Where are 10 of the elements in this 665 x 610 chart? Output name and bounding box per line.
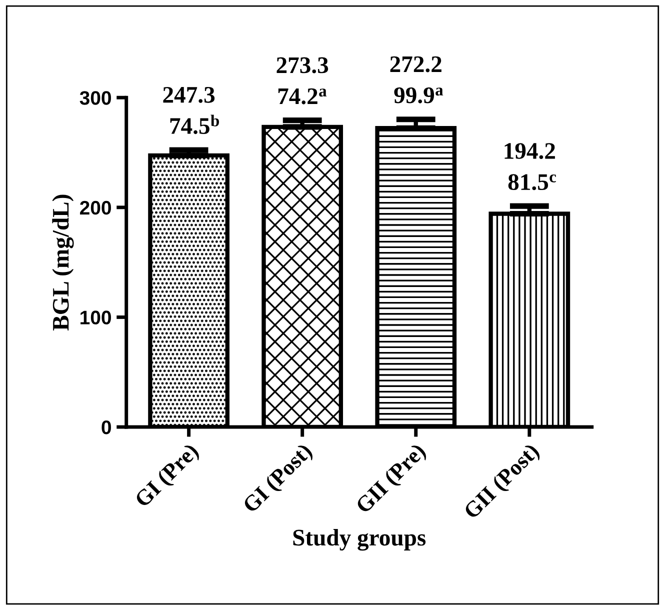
y-tick-label: 100 [80,310,111,324]
y-tick-label: 300 [80,91,111,105]
data-label: 247.3 74.5$^{b}$ [163,86,219,134]
y-axis-title: BGL (mg/dL) [52,194,74,330]
data-label: 272.2 99.9$^{a}$ [390,56,444,104]
data-label: 194.2 81.5$^{c}$ [504,143,556,190]
y-tick-label: 0 [102,420,111,434]
y-tick-label: 200 [80,200,111,215]
data-label: 273.3 74.2$^{a}$ [276,57,328,104]
x-axis-title: Study groups [293,529,426,551]
